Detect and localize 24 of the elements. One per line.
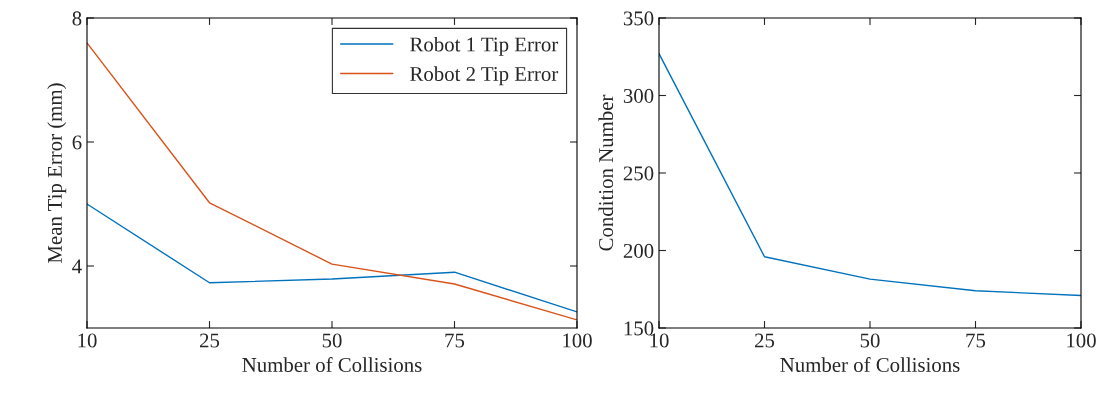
legend-label: Robot 2 Tip Error — [410, 66, 559, 86]
x-tick-label: 75 — [966, 333, 986, 348]
line-series — [659, 52, 1081, 297]
y-tick-label: 200 — [623, 243, 654, 258]
y-tick-label: 4 — [72, 259, 82, 274]
x-tick-label: 100 — [563, 333, 592, 348]
x-tick-label: 10 — [78, 333, 97, 348]
y-tick-label: 350 — [623, 11, 654, 26]
x-tick-label: 75 — [445, 333, 465, 348]
y-axis-title: Condition Number — [598, 94, 614, 251]
legend-label: Robot 1 Tip Error — [410, 36, 559, 56]
x-axis-title: Number of Collisions — [780, 357, 960, 372]
y-tick-label: 8 — [72, 11, 82, 26]
y-tick-label: 250 — [623, 166, 654, 181]
y-axis-title: Mean Tip Error (mm) — [47, 83, 67, 263]
line-series — [87, 203, 577, 313]
y-tick-label: 6 — [72, 135, 82, 150]
x-tick-label: 100 — [1067, 333, 1096, 348]
x-tick-label: 25 — [200, 333, 220, 348]
x-tick-label: 50 — [322, 333, 342, 348]
x-tick-label: 25 — [755, 333, 775, 348]
x-axis-title: Number of Collisions — [242, 357, 422, 372]
y-tick-label: 300 — [623, 88, 654, 103]
x-tick-label: 50 — [860, 333, 880, 348]
